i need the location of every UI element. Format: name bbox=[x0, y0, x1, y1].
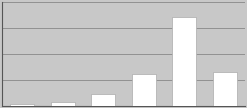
Bar bbox=[172, 17, 196, 106]
Bar bbox=[212, 72, 237, 106]
Bar bbox=[91, 94, 115, 106]
Bar bbox=[51, 102, 75, 106]
Bar bbox=[132, 74, 156, 106]
Bar bbox=[10, 104, 35, 106]
